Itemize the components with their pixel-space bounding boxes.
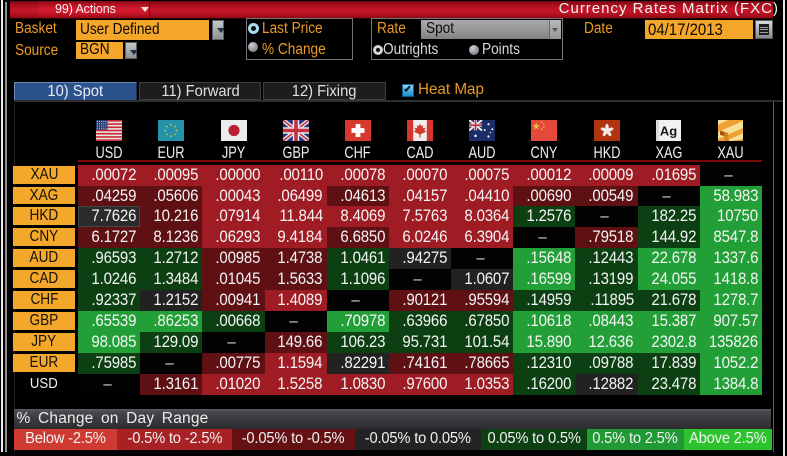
svg-text:Ag: Ag <box>660 124 677 139</box>
